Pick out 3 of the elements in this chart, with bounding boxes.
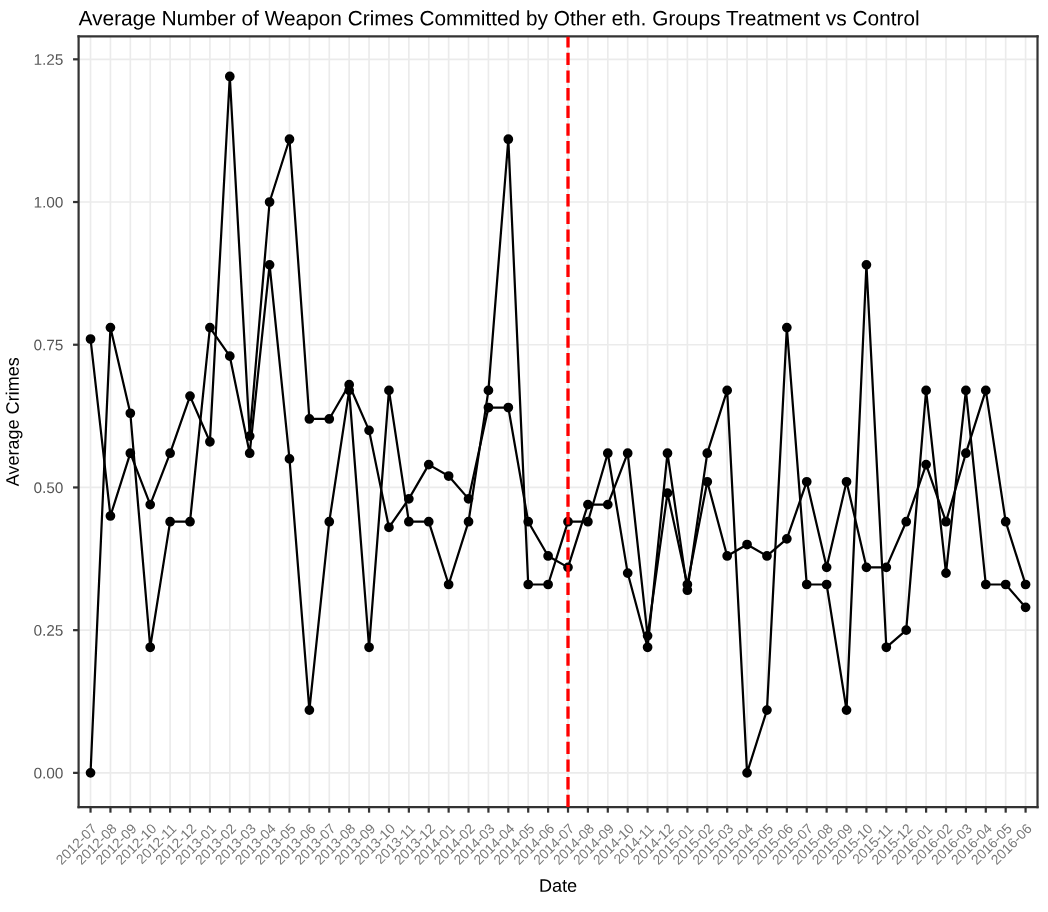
x-axis-title: Date xyxy=(540,879,577,892)
chart-title: Average Number of Weapon Crimes Committed by Other eth. Groups Treatment vs Control xyxy=(78,10,919,30)
y-axis-title: Average Crimes xyxy=(5,357,23,487)
